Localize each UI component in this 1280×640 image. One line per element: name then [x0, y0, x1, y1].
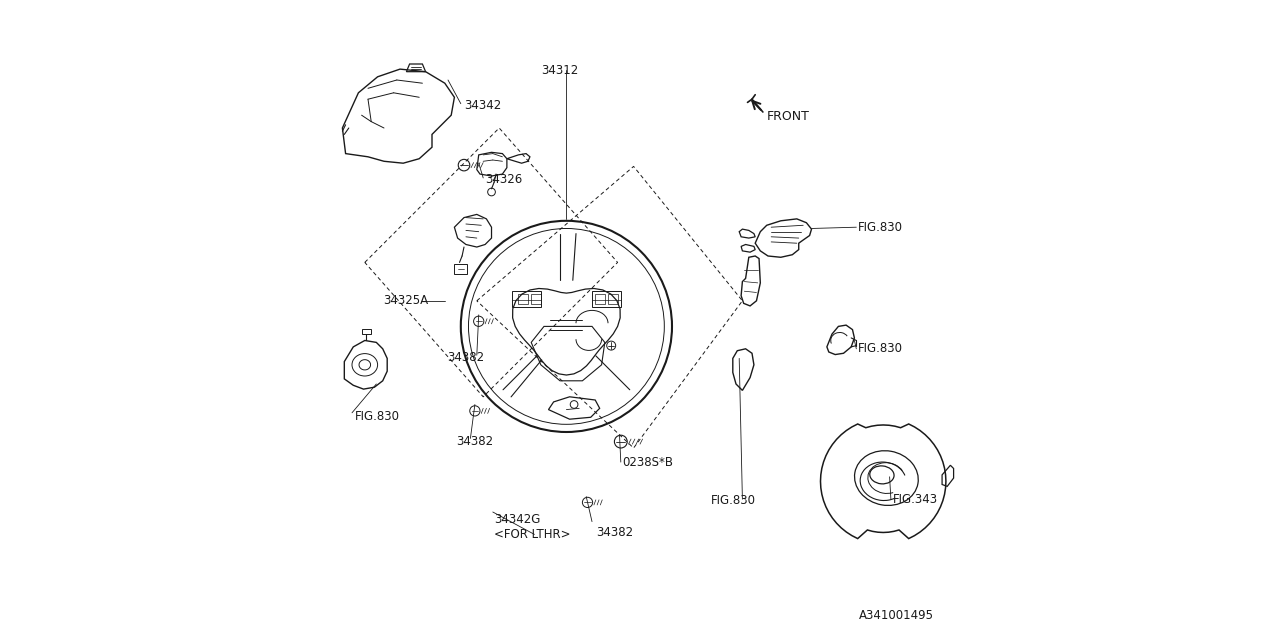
Text: FIG.830: FIG.830	[356, 410, 401, 422]
Text: 34342G: 34342G	[494, 513, 540, 526]
Text: FIG.830: FIG.830	[858, 342, 902, 355]
Text: FIG.343: FIG.343	[893, 493, 938, 506]
Text: 34326: 34326	[485, 173, 522, 186]
Text: 0238S*B: 0238S*B	[622, 456, 673, 468]
Text: 34325A: 34325A	[383, 294, 428, 307]
Text: 34382: 34382	[596, 526, 634, 539]
Text: FIG.830: FIG.830	[858, 221, 902, 234]
Text: A341001495: A341001495	[859, 609, 934, 622]
Text: 34342: 34342	[465, 99, 502, 112]
Text: 34312: 34312	[541, 64, 579, 77]
Text: <FOR LTHR>: <FOR LTHR>	[494, 528, 571, 541]
Text: 34382: 34382	[456, 435, 493, 448]
Text: FRONT: FRONT	[767, 110, 809, 123]
Text: 34382: 34382	[447, 351, 484, 364]
Text: FIG.830: FIG.830	[710, 494, 755, 507]
